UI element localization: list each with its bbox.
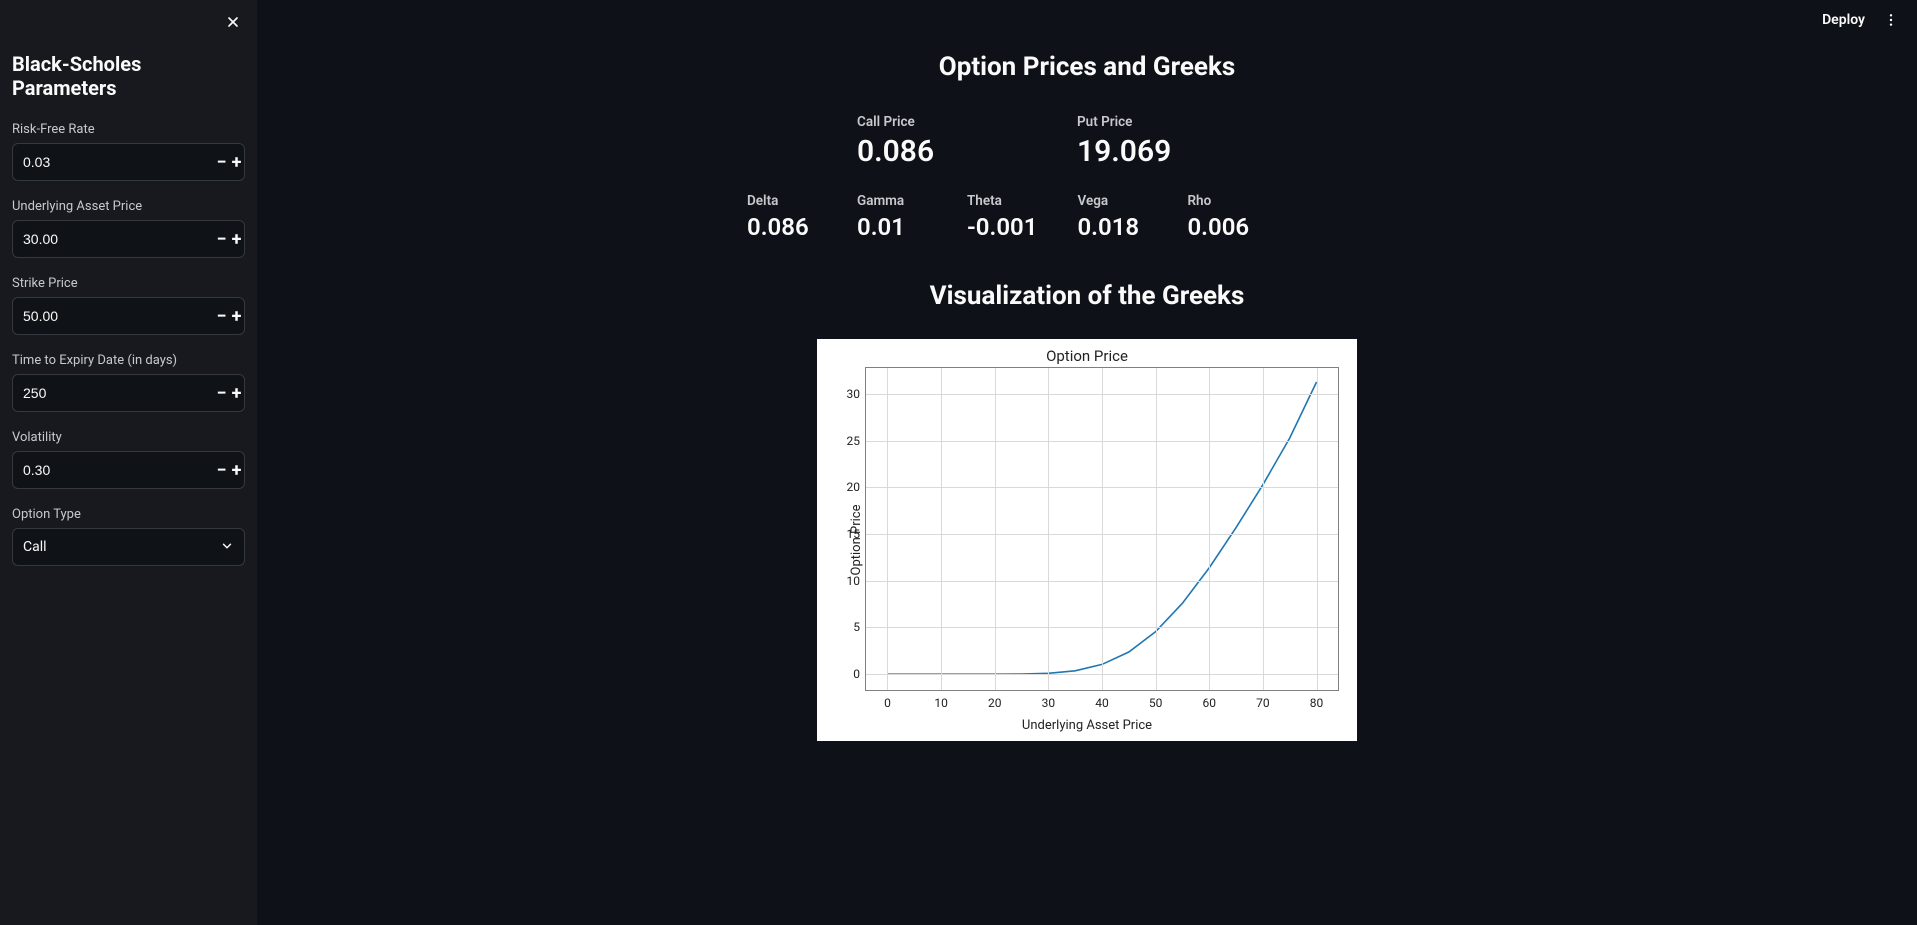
label-underlying-price: Underlying Asset Price xyxy=(12,199,245,214)
greeks-row: Delta 0.086 Gamma 0.01 Theta -0.001 Vega… xyxy=(747,193,1427,241)
metric-gamma: Gamma 0.01 xyxy=(857,193,927,241)
chart-xtick: 50 xyxy=(1149,696,1163,710)
decrement-time-to-expiry[interactable]: − xyxy=(214,375,229,411)
chart-ytick: 0 xyxy=(853,667,860,681)
input-time-to-expiry[interactable] xyxy=(13,375,214,411)
metric-theta-label: Theta xyxy=(967,193,1037,209)
chart-xtick: 30 xyxy=(1042,696,1056,710)
input-underlying-price[interactable] xyxy=(13,221,214,257)
metric-gamma-value: 0.01 xyxy=(857,213,927,241)
deploy-button[interactable]: Deploy xyxy=(1818,8,1869,32)
close-icon xyxy=(225,14,241,30)
decrement-strike-price[interactable]: − xyxy=(214,298,229,334)
chart-ytick: 5 xyxy=(853,620,860,634)
chevron-down-icon xyxy=(220,538,234,557)
metric-delta-label: Delta xyxy=(747,193,817,209)
metric-vega-label: Vega xyxy=(1077,193,1147,209)
increment-time-to-expiry[interactable]: + xyxy=(229,375,244,411)
increment-strike-price[interactable]: + xyxy=(229,298,244,334)
chart-xtick: 0 xyxy=(884,696,891,710)
field-risk-free-rate: Risk-Free Rate − + xyxy=(12,122,245,181)
chart-xtick: 20 xyxy=(988,696,1002,710)
select-option-type[interactable]: Call xyxy=(12,528,245,566)
metric-call-price-value: 0.086 xyxy=(857,134,1017,169)
chart-xtick: 40 xyxy=(1095,696,1109,710)
visualization-title: Visualization of the Greeks xyxy=(747,281,1427,311)
metric-call-price-label: Call Price xyxy=(857,114,1017,130)
chart-plot-area: 01020304050607080051015202530 xyxy=(865,367,1339,691)
input-strike-price[interactable] xyxy=(13,298,214,334)
metric-put-price: Put Price 19.069 xyxy=(1077,114,1177,169)
decrement-volatility[interactable]: − xyxy=(214,452,229,488)
app-menu-button[interactable] xyxy=(1879,8,1903,32)
increment-volatility[interactable]: + xyxy=(229,452,244,488)
increment-underlying-price[interactable]: + xyxy=(229,221,244,257)
field-time-to-expiry: Time to Expiry Date (in days) − + xyxy=(12,353,245,412)
close-sidebar-button[interactable] xyxy=(219,8,247,36)
metric-vega: Vega 0.018 xyxy=(1077,193,1147,241)
kebab-menu-icon xyxy=(1883,12,1899,28)
chart-ytick: 10 xyxy=(847,574,861,588)
metric-put-price-value: 19.069 xyxy=(1077,134,1177,169)
select-option-type-value: Call xyxy=(23,539,220,555)
metric-delta-value: 0.086 xyxy=(747,213,817,241)
chart-xlabel: Underlying Asset Price xyxy=(817,718,1357,733)
toolbar: Deploy xyxy=(1818,8,1903,32)
decrement-underlying-price[interactable]: − xyxy=(214,221,229,257)
sidebar-title: Black-Scholes Parameters xyxy=(12,52,245,100)
main-content: Deploy Option Prices and Greeks Call Pri… xyxy=(257,0,1917,925)
metric-delta: Delta 0.086 xyxy=(747,193,817,241)
chart-ytick: 25 xyxy=(847,434,861,448)
field-underlying-price: Underlying Asset Price − + xyxy=(12,199,245,258)
chart-ytick: 15 xyxy=(847,527,861,541)
label-option-type: Option Type xyxy=(12,507,245,522)
metric-theta-value: -0.001 xyxy=(967,213,1037,241)
sidebar: Black-Scholes Parameters Risk-Free Rate … xyxy=(0,0,257,925)
chart-xtick: 10 xyxy=(934,696,948,710)
input-risk-free-rate[interactable] xyxy=(13,144,214,180)
chart-ytick: 30 xyxy=(847,387,861,401)
decrement-risk-free-rate[interactable]: − xyxy=(214,144,229,180)
label-time-to-expiry: Time to Expiry Date (in days) xyxy=(12,353,245,368)
metric-gamma-label: Gamma xyxy=(857,193,927,209)
chart-ytick: 20 xyxy=(847,480,861,494)
metric-theta: Theta -0.001 xyxy=(967,193,1037,241)
input-volatility[interactable] xyxy=(13,452,214,488)
chart-title: Option Price xyxy=(817,347,1357,365)
metric-rho: Rho 0.006 xyxy=(1187,193,1257,241)
chart-xtick: 80 xyxy=(1310,696,1324,710)
label-volatility: Volatility xyxy=(12,430,245,445)
metric-rho-value: 0.006 xyxy=(1187,213,1257,241)
chart-xtick: 70 xyxy=(1256,696,1270,710)
field-option-type: Option Type Call xyxy=(12,507,245,566)
metric-rho-label: Rho xyxy=(1187,193,1257,209)
field-strike-price: Strike Price − + xyxy=(12,276,245,335)
label-strike-price: Strike Price xyxy=(12,276,245,291)
field-volatility: Volatility − + xyxy=(12,430,245,489)
metric-call-price: Call Price 0.086 xyxy=(857,114,1017,169)
prices-row: Call Price 0.086 Put Price 19.069 xyxy=(747,114,1427,169)
page-title: Option Prices and Greeks xyxy=(747,52,1427,82)
metric-vega-value: 0.018 xyxy=(1077,213,1147,241)
label-risk-free-rate: Risk-Free Rate xyxy=(12,122,245,137)
increment-risk-free-rate[interactable]: + xyxy=(229,144,244,180)
chart-option-price: Option Price Option Price Underlying Ass… xyxy=(817,339,1357,741)
metric-put-price-label: Put Price xyxy=(1077,114,1177,130)
chart-xtick: 60 xyxy=(1203,696,1217,710)
